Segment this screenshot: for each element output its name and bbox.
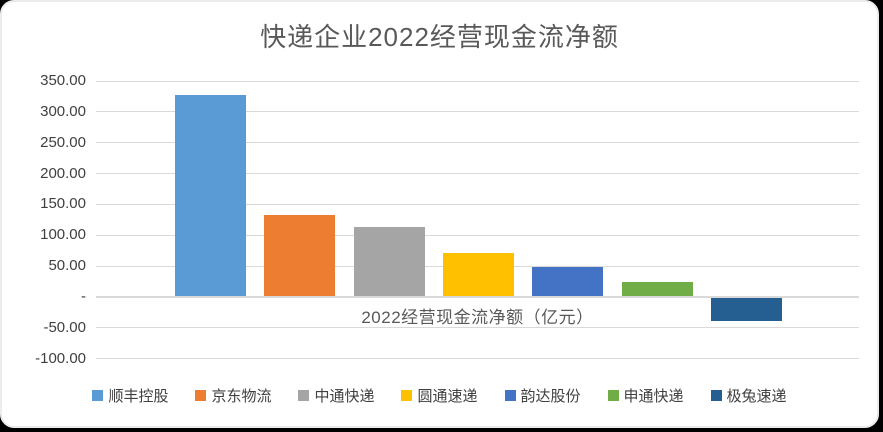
x-axis-title: 2022经营现金流净额（亿元） bbox=[361, 308, 594, 327]
legend: 顺丰控股 京东物流 中通快递 圆通速递 韵达股份 申通快递 极兔速递 bbox=[2, 385, 877, 406]
legend-label: 京东物流 bbox=[211, 388, 272, 405]
chart-bar-5 bbox=[532, 266, 604, 297]
chart-bar-3 bbox=[353, 226, 425, 297]
y-tick-label: -50.00 bbox=[43, 318, 86, 336]
gridline bbox=[96, 203, 859, 205]
legend-swatch-icon bbox=[607, 390, 619, 401]
gridline bbox=[96, 142, 859, 144]
y-tick-label: - bbox=[81, 288, 86, 305]
legend-item: 韵达股份 bbox=[504, 385, 581, 406]
y-tick-label: 350.00 bbox=[40, 72, 86, 89]
legend-label: 中通快递 bbox=[314, 388, 375, 405]
legend-label: 极兔速递 bbox=[726, 388, 787, 405]
zero-axis-line bbox=[96, 296, 859, 298]
gridline bbox=[96, 234, 859, 236]
gridline bbox=[96, 327, 859, 329]
gridline bbox=[96, 358, 859, 360]
legend-item: 圆通速递 bbox=[401, 385, 478, 406]
legend-label: 韵达股份 bbox=[520, 388, 581, 405]
legend-swatch-icon bbox=[401, 390, 413, 401]
legend-item: 申通快递 bbox=[607, 385, 684, 406]
chart-bar-6 bbox=[621, 281, 693, 297]
chart-title: 快递企业2022经营现金流净额 bbox=[260, 22, 619, 52]
legend-swatch-icon bbox=[298, 390, 310, 401]
legend-label: 圆通速递 bbox=[417, 388, 478, 405]
chart-bar-2 bbox=[264, 214, 336, 297]
legend-label: 顺丰控股 bbox=[108, 388, 169, 405]
legend-item: 京东物流 bbox=[195, 385, 271, 406]
chart-bar-1 bbox=[174, 95, 246, 297]
y-tick-label: 200.00 bbox=[40, 164, 86, 182]
gridline bbox=[96, 111, 859, 113]
y-tick-label: 100.00 bbox=[40, 226, 86, 244]
legend-label: 申通快递 bbox=[623, 388, 684, 405]
legend-swatch-icon bbox=[504, 390, 516, 401]
gridline bbox=[96, 80, 859, 82]
legend-item: 顺丰控股 bbox=[92, 385, 168, 406]
legend-item: 中通快递 bbox=[298, 385, 374, 406]
gridline bbox=[96, 173, 859, 175]
y-tick-label: -100.00 bbox=[35, 349, 86, 367]
chart-bar-4 bbox=[442, 252, 514, 297]
y-tick-label: 300.00 bbox=[40, 102, 86, 120]
chart-bar-7 bbox=[711, 298, 783, 322]
y-tick-label: 250.00 bbox=[40, 133, 86, 151]
legend-item: 极兔速递 bbox=[710, 385, 787, 406]
legend-swatch-icon bbox=[195, 390, 207, 401]
legend-swatch-icon bbox=[92, 390, 104, 401]
legend-swatch-icon bbox=[710, 390, 722, 401]
y-tick-label: 150.00 bbox=[40, 195, 86, 213]
y-tick-label: 50.00 bbox=[48, 257, 86, 275]
